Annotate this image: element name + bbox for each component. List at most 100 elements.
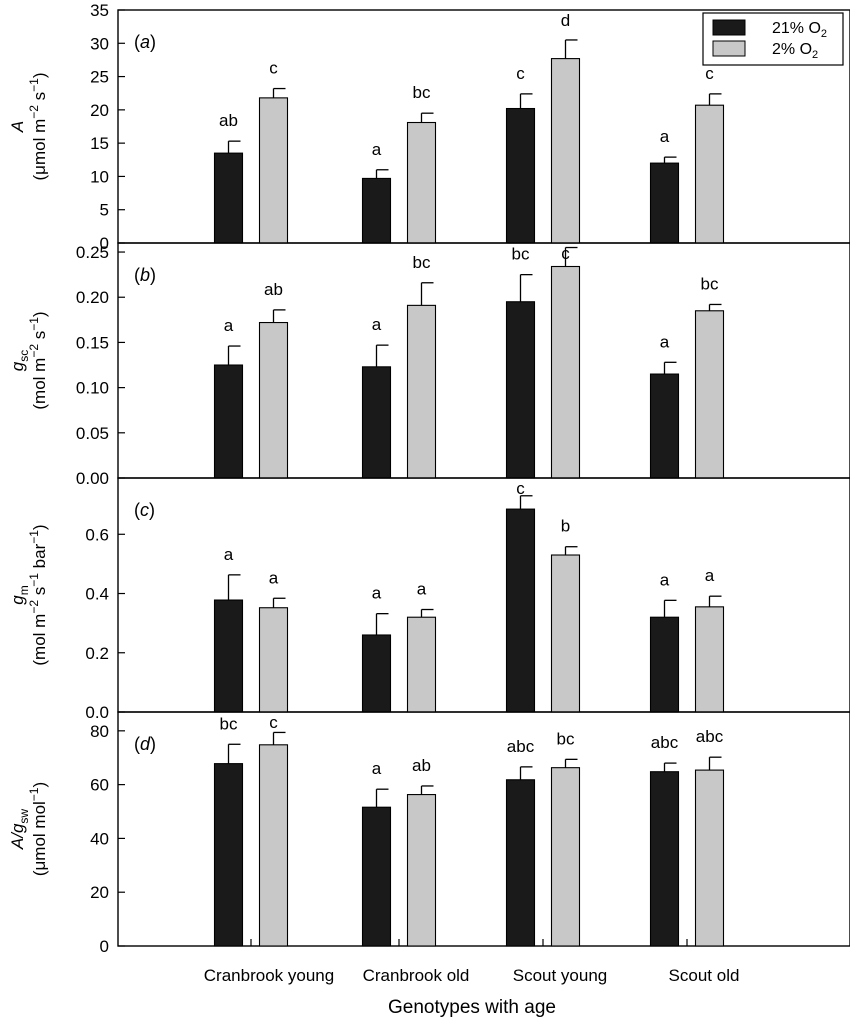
x-category-label: Scout young [513,966,608,985]
y-axis-variable: A [8,121,27,133]
y-axis-variable: gsc [8,350,31,371]
y-axis-variable: gm [8,585,31,604]
significance-label: a [372,315,382,334]
bar [406,304,437,479]
panel-tag: (c) [134,500,155,520]
significance-label: bc [557,729,575,748]
significance-label: abc [651,733,679,752]
y-axis-unit: (mol m−2 s−1 bar−1) [27,524,49,665]
bar [406,121,437,244]
significance-label: c [269,59,278,78]
bar [694,104,725,244]
significance-label: bc [701,274,719,293]
bar [406,794,437,947]
significance-label: bc [413,83,431,102]
bar [258,744,289,947]
legend-label-21-o2: 21% O2 [772,20,827,40]
bar [550,767,581,947]
y-tick-label: 25 [90,68,109,87]
bar [694,606,725,713]
significance-label: c [516,479,525,498]
y-tick-label: 15 [90,134,109,153]
significance-label: bc [220,714,238,733]
y-tick-label: 0.25 [76,243,109,262]
y-tick-label: 20 [90,101,109,120]
y-tick-label: 0.00 [76,469,109,488]
bar [213,599,244,713]
y-tick-label: 0 [100,937,109,956]
significance-label: a [417,580,427,599]
x-axis: Cranbrook young Cranbrook old Scout youn… [204,966,740,1018]
bar [361,634,392,713]
panel-b: 0.00 0.05 0.10 0.15 0.20 0.25 (b) gsc(mol m−2 s… [8,242,850,488]
bar [213,152,244,244]
y-tick-label: 30 [90,34,109,53]
bar [649,162,680,244]
bar [505,107,536,244]
y-tick-label: 0.05 [76,424,109,443]
significance-label: d [561,11,570,30]
significance-label: c [516,64,525,83]
bar [361,806,392,947]
y-tick-label: 10 [90,167,109,186]
y-tick-label: 35 [90,1,109,20]
bar [649,373,680,479]
bar [649,616,680,713]
bar [361,177,392,244]
plot-frame [117,711,850,947]
significance-label: a [705,566,715,585]
significance-label: a [372,759,382,778]
significance-label: a [660,332,670,351]
y-tick-label: 80 [90,722,109,741]
significance-label: c [561,244,570,263]
y-axis-unit: (mol m−2 s−1) [27,311,49,409]
significance-label: a [372,140,382,159]
y-axis-unit: (μmol mol−1) [27,782,49,876]
significance-label: bc [413,253,431,272]
bar [505,301,536,479]
bar [258,607,289,713]
significance-label: abc [696,727,724,746]
significance-label: a [660,127,670,146]
bar [505,779,536,947]
bar [258,97,289,244]
significance-label: a [224,545,234,564]
bar [550,554,581,713]
panel-tag: (d) [134,734,156,754]
y-tick-label: 0.15 [76,333,109,352]
significance-label: a [372,584,382,603]
bar [694,310,725,479]
y-tick-label: 0 [100,234,109,253]
y-tick-label: 5 [100,201,109,220]
y-tick-label: 0.0 [85,703,109,722]
legend: 21% O2 2% O2 [702,12,844,66]
x-axis-title: Genotypes with age [388,997,556,1018]
significance-label: bc [512,245,530,264]
y-tick-label: 40 [90,829,109,848]
y-tick-label: 0.4 [85,585,109,604]
bar [550,58,581,244]
significance-label: abc [507,737,535,756]
legend-swatch-2-o2 [712,40,746,57]
y-tick-label: 0.10 [76,379,109,398]
bar [649,771,680,947]
bar [213,763,244,947]
y-tick-label: 0.20 [76,288,109,307]
bar [361,366,392,479]
legend-swatch-21-o2 [712,19,746,36]
y-axis-variable: A/gsw [8,809,31,851]
y-axis-unit: (μmol m−2 s−1) [27,72,49,180]
significance-label: ab [264,280,283,299]
bar [258,321,289,479]
significance-label: ab [412,756,431,775]
panel-a: 0 5 10 15 20 25 30 35 (a) A (μmol m−2 s−1) ab a c a c bc… [8,1,850,253]
significance-label: a [269,568,279,587]
y-tick-label: 20 [90,883,109,902]
panel-tag: (b) [134,265,156,285]
legend-label-2-o2: 2% O2 [772,41,818,61]
y-tick-label: 0.2 [85,644,109,663]
panel-c: 0.0 0.2 0.4 0.6 (c) gm(mol m−2 s−1 bar−1) a a c a… [8,477,850,722]
